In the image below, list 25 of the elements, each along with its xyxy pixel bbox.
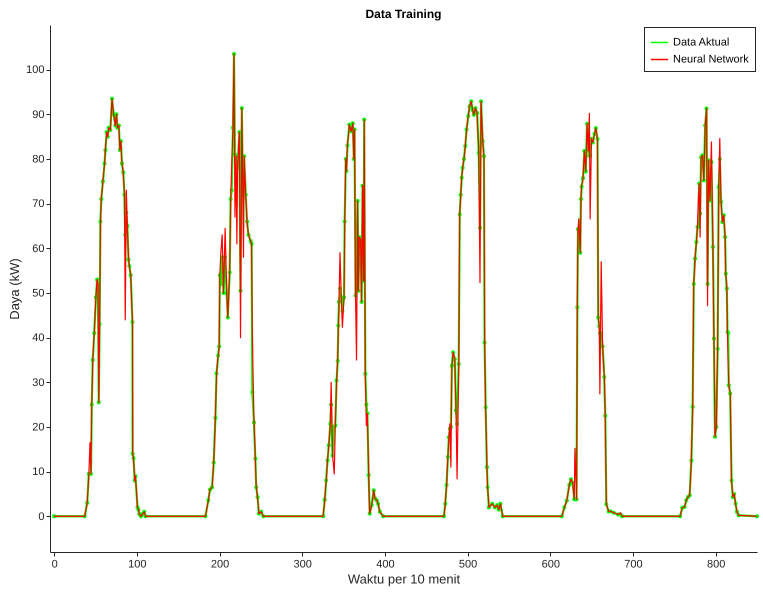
y-tick-label: 20 xyxy=(32,421,44,434)
y-tick-label: 50 xyxy=(32,287,44,300)
y-tick-label: 100 xyxy=(26,64,44,76)
x-tick-label: 700 xyxy=(624,558,643,570)
y-tick-label: 40 xyxy=(32,332,44,344)
chart-title: Data Training xyxy=(365,7,442,21)
y-tick-label: 90 xyxy=(32,108,44,121)
y-axis-title: Daya (kW) xyxy=(7,258,22,320)
x-tick-label: 600 xyxy=(542,558,560,570)
x-tick-label: 500 xyxy=(458,558,478,570)
y-tick-label: 30 xyxy=(32,376,44,389)
x-tick-label: 300 xyxy=(294,558,312,570)
x-tick-label: 100 xyxy=(128,558,147,570)
legend-label: Neural Network xyxy=(673,54,750,66)
y-tick-label: 60 xyxy=(32,242,44,255)
y-tick-label: 70 xyxy=(32,198,44,210)
y-tick-label: 10 xyxy=(32,466,44,478)
y-tick-label: 80 xyxy=(32,153,44,166)
x-tick-label: 800 xyxy=(706,558,726,570)
x-axis-title: Waktu per 10 menit xyxy=(348,572,461,586)
x-tick-label: 400 xyxy=(376,558,395,570)
x-tick-label: 0 xyxy=(52,558,58,570)
x-tick-label: 200 xyxy=(210,558,230,570)
legend-label: Data Aktual xyxy=(673,36,730,48)
y-tick-label: 0 xyxy=(38,510,44,523)
